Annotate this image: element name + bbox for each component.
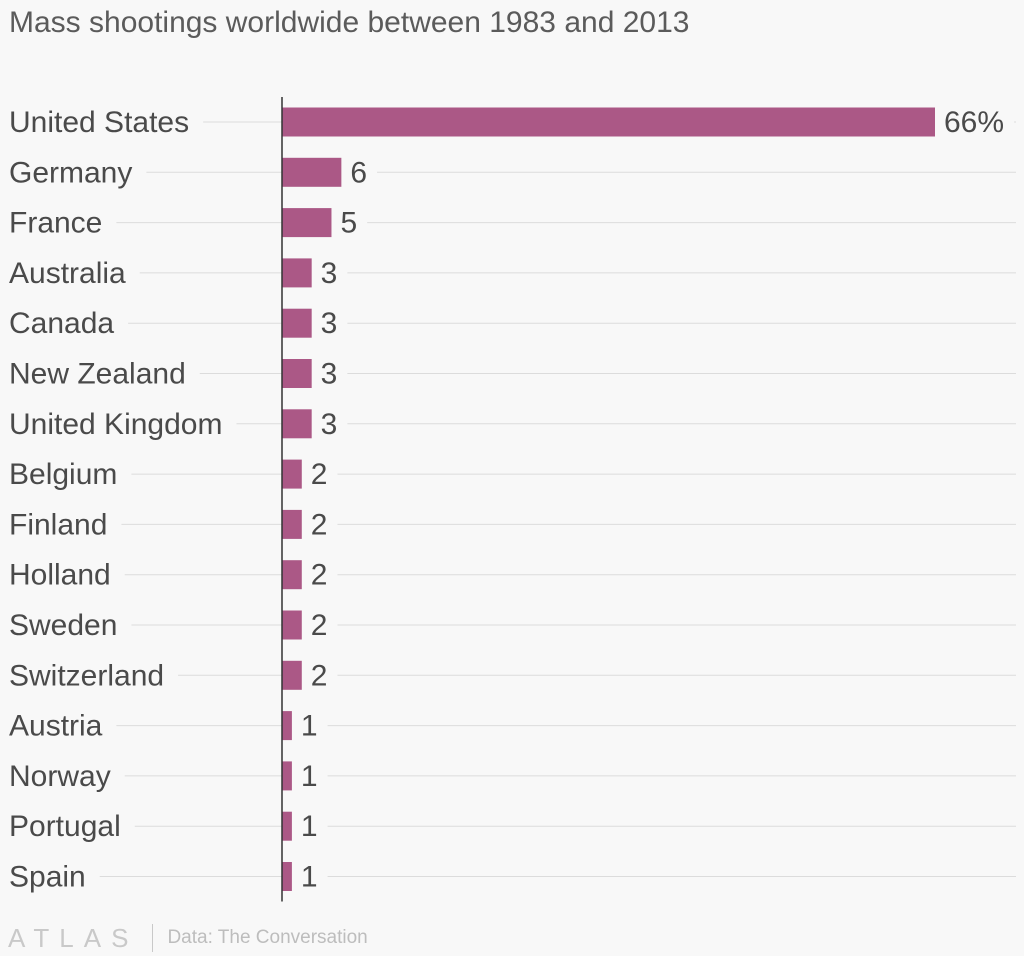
category-label: France [9, 207, 102, 240]
bar [282, 610, 302, 640]
bar [282, 711, 292, 741]
bar [282, 660, 302, 690]
value-label: 5 [340, 207, 357, 240]
footer: ATLAS Data: The Conversation [8, 920, 368, 956]
value-label: 6 [350, 156, 367, 189]
value-label: 1 [301, 760, 318, 793]
value-label: 2 [311, 508, 328, 541]
category-label: Canada [9, 307, 114, 340]
bar [282, 107, 935, 137]
category-label: Spain [9, 861, 86, 894]
category-label: United Kingdom [9, 408, 222, 441]
chart-title: Mass shootings worldwide between 1983 an… [9, 6, 690, 39]
value-label: 1 [301, 710, 318, 743]
bar [282, 862, 292, 891]
value-label: 2 [311, 458, 328, 491]
value-label: 66% [944, 106, 1004, 139]
category-label: United States [9, 106, 189, 139]
category-label: Switzerland [9, 659, 164, 692]
bar [282, 811, 292, 841]
bar [282, 560, 302, 590]
bar [282, 157, 342, 187]
bar [282, 509, 302, 539]
bar [282, 459, 302, 489]
value-label: 1 [301, 810, 318, 843]
category-label: New Zealand [9, 358, 186, 391]
value-label: 1 [301, 861, 318, 894]
category-label: Holland [9, 559, 111, 592]
value-label: 3 [321, 257, 338, 290]
bar [282, 359, 312, 388]
value-label: 3 [321, 307, 338, 340]
category-label: Belgium [9, 458, 117, 491]
value-label: 2 [311, 659, 328, 692]
category-label: Finland [9, 508, 107, 541]
category-label: Australia [9, 257, 126, 290]
atlas-logo: ATLAS [8, 922, 139, 953]
bar [282, 409, 312, 439]
bar [282, 761, 292, 791]
category-label: Sweden [9, 609, 117, 642]
category-label: Austria [9, 710, 103, 743]
footer-divider [152, 924, 154, 952]
value-label: 2 [311, 609, 328, 642]
bar [282, 308, 312, 338]
category-label: Germany [9, 156, 132, 189]
value-label: 3 [321, 408, 338, 441]
value-label: 2 [311, 559, 328, 592]
category-label: Norway [9, 760, 111, 793]
bar [282, 258, 312, 288]
bar [282, 208, 332, 238]
category-label: Portugal [9, 810, 121, 843]
data-source: Data: The Conversation [167, 927, 368, 948]
value-label: 3 [321, 358, 338, 391]
